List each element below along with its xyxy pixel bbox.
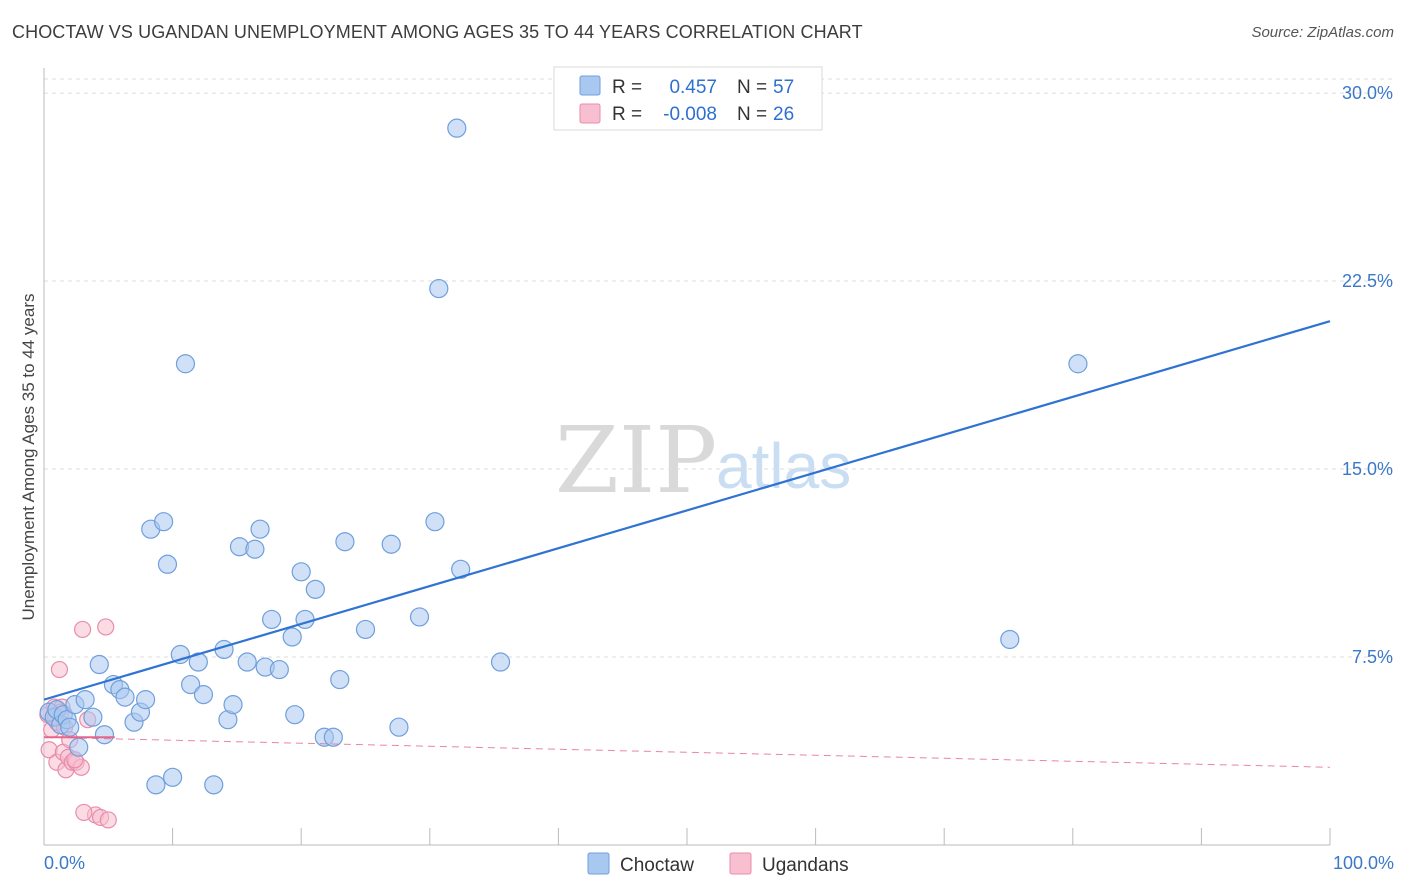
choctaw-point: [146, 775, 166, 795]
y-tick-label: 7.5%: [1352, 647, 1393, 667]
choctaw-point: [330, 669, 350, 690]
bottom-legend-choctaw-label: Choctaw: [620, 855, 694, 876]
legend-choctaw-n-value: 57: [773, 77, 794, 98]
source-label: Source: ZipAtlas.com: [1251, 24, 1394, 41]
bottom-legend-choctaw-swatch: [587, 852, 610, 875]
choctaw-point: [60, 717, 80, 737]
choctaw-point: [135, 690, 156, 710]
choctaw-point: [285, 705, 305, 725]
y-tick-labels: 7.5% 15.0% 22.5% 30.0%: [1342, 83, 1393, 667]
choctaw-point: [69, 737, 89, 757]
legend-choctaw-swatch: [579, 75, 601, 96]
choctaw-point: [323, 727, 343, 747]
choctaw-point: [188, 652, 208, 672]
chart-title: CHOCTAW VS UGANDAN UNEMPLOYMENT AMONG AG…: [12, 22, 863, 42]
choctaw-point: [204, 775, 224, 795]
y-axis-title: Unemployment Among Ages 35 to 44 years: [19, 294, 38, 621]
watermark-atlas: atlas: [716, 430, 851, 502]
y-tick-label: 15.0%: [1342, 459, 1393, 479]
watermark-zip: ZIP: [555, 407, 717, 514]
choctaw-point: [1068, 354, 1088, 374]
y-tick-label: 22.5%: [1342, 271, 1393, 291]
choctaw-point: [429, 278, 449, 299]
ugandan-point: [73, 620, 92, 639]
choctaw-point: [153, 512, 174, 532]
choctaw-point: [291, 562, 311, 582]
x-tick-label-min: 0.0%: [44, 853, 85, 873]
choctaw-point: [269, 659, 289, 680]
choctaw-point: [181, 674, 201, 695]
choctaw-point: [94, 725, 115, 745]
choctaw-point: [193, 685, 214, 705]
choctaw-point: [163, 767, 183, 787]
y-tick-label: 30.0%: [1342, 83, 1393, 103]
ugandan-point: [97, 618, 115, 636]
bottom-legend-ugandan-swatch: [729, 852, 752, 875]
choctaw-point: [175, 354, 196, 374]
choctaw-point: [389, 717, 409, 737]
choctaw-point: [447, 118, 467, 138]
x-ticks: [172, 828, 1331, 845]
choctaw-point: [335, 532, 355, 552]
choctaw-point: [451, 559, 471, 579]
ugandan-point: [50, 660, 69, 679]
watermark: ZIP atlas: [555, 407, 851, 514]
choctaw-point: [1000, 629, 1020, 650]
choctaw-point: [157, 554, 178, 574]
choctaw-point: [75, 690, 95, 710]
choctaw-point: [355, 619, 376, 640]
legend-choctaw-n-label: N =: [737, 77, 767, 98]
ugandan-point: [99, 811, 117, 829]
choctaw-point: [237, 652, 257, 672]
legend-ugandan-n-value: 26: [773, 104, 794, 125]
legend-choctaw-r-label: R =: [612, 77, 642, 98]
legend-ugandan-r-value: -0.008: [663, 104, 717, 125]
choctaw-point: [425, 512, 445, 532]
legend-ugandan-swatch: [579, 103, 601, 124]
legend-ugandan-r-label: R =: [612, 104, 642, 125]
ugandan-trend-line-dashed: [43, 736, 1331, 768]
choctaw-point: [223, 695, 243, 715]
bottom-legend-ugandan-label: Ugandans: [762, 855, 849, 876]
choctaw-point: [89, 654, 109, 675]
choctaw-point: [490, 652, 511, 672]
choctaw-point: [409, 607, 430, 627]
choctaw-point: [282, 627, 302, 647]
choctaw-point: [381, 534, 401, 554]
x-tick-label-max: 100.0%: [1333, 853, 1394, 873]
legend-choctaw-r-value: 0.457: [669, 77, 717, 98]
ugandan-point: [75, 803, 93, 822]
choctaw-point: [250, 519, 270, 539]
choctaw-point: [115, 687, 135, 707]
legend-box: R = 0.457 N = 57 R = -0.008 N = 26: [553, 66, 823, 131]
bottom-legend: Choctaw Ugandans: [587, 852, 849, 876]
choctaw-point: [305, 579, 325, 599]
choctaw-point: [262, 609, 282, 630]
gridlines: [44, 78, 1392, 658]
legend-ugandan-n-label: N =: [737, 104, 767, 125]
choctaw-point: [245, 539, 265, 559]
trend-lines: [43, 320, 1331, 768]
choctaw-point: [83, 707, 103, 727]
choctaw-trend-line: [43, 320, 1331, 701]
